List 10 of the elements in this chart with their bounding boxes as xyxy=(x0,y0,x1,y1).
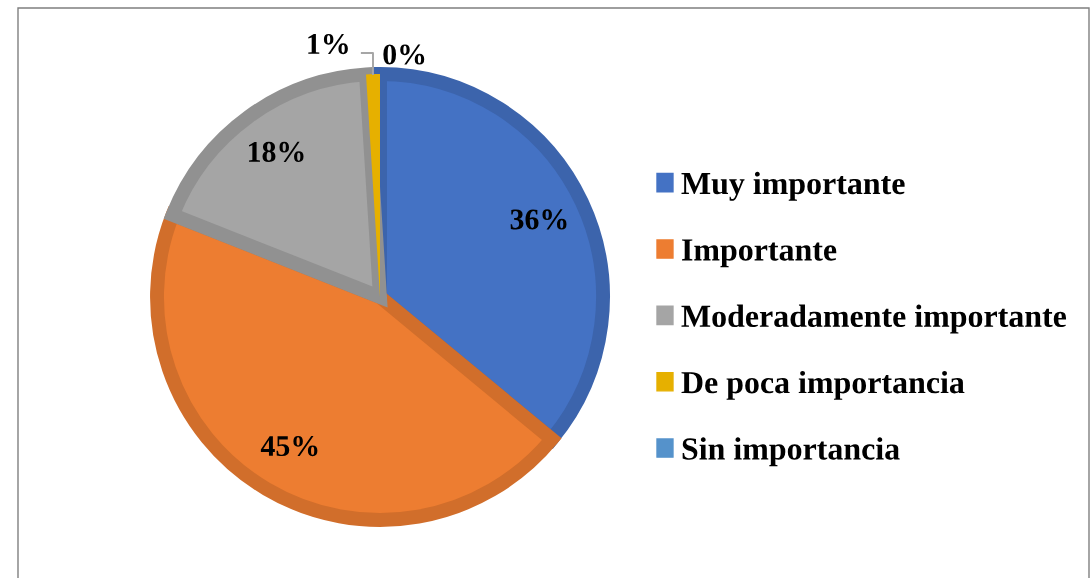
data-label: 45% xyxy=(260,435,318,457)
legend-label: Importante xyxy=(682,239,837,268)
legend-label: Moderadamente importante xyxy=(681,304,1067,334)
data-label: 18% xyxy=(248,141,304,163)
data-label: 1% xyxy=(308,33,348,55)
legend-label: Sin importancia xyxy=(682,437,900,467)
text: 0% xyxy=(383,44,425,65)
legend-label: De poca importancia xyxy=(681,370,965,400)
data-label: 36% xyxy=(510,209,567,230)
legend-label: Muy importante xyxy=(681,171,905,201)
